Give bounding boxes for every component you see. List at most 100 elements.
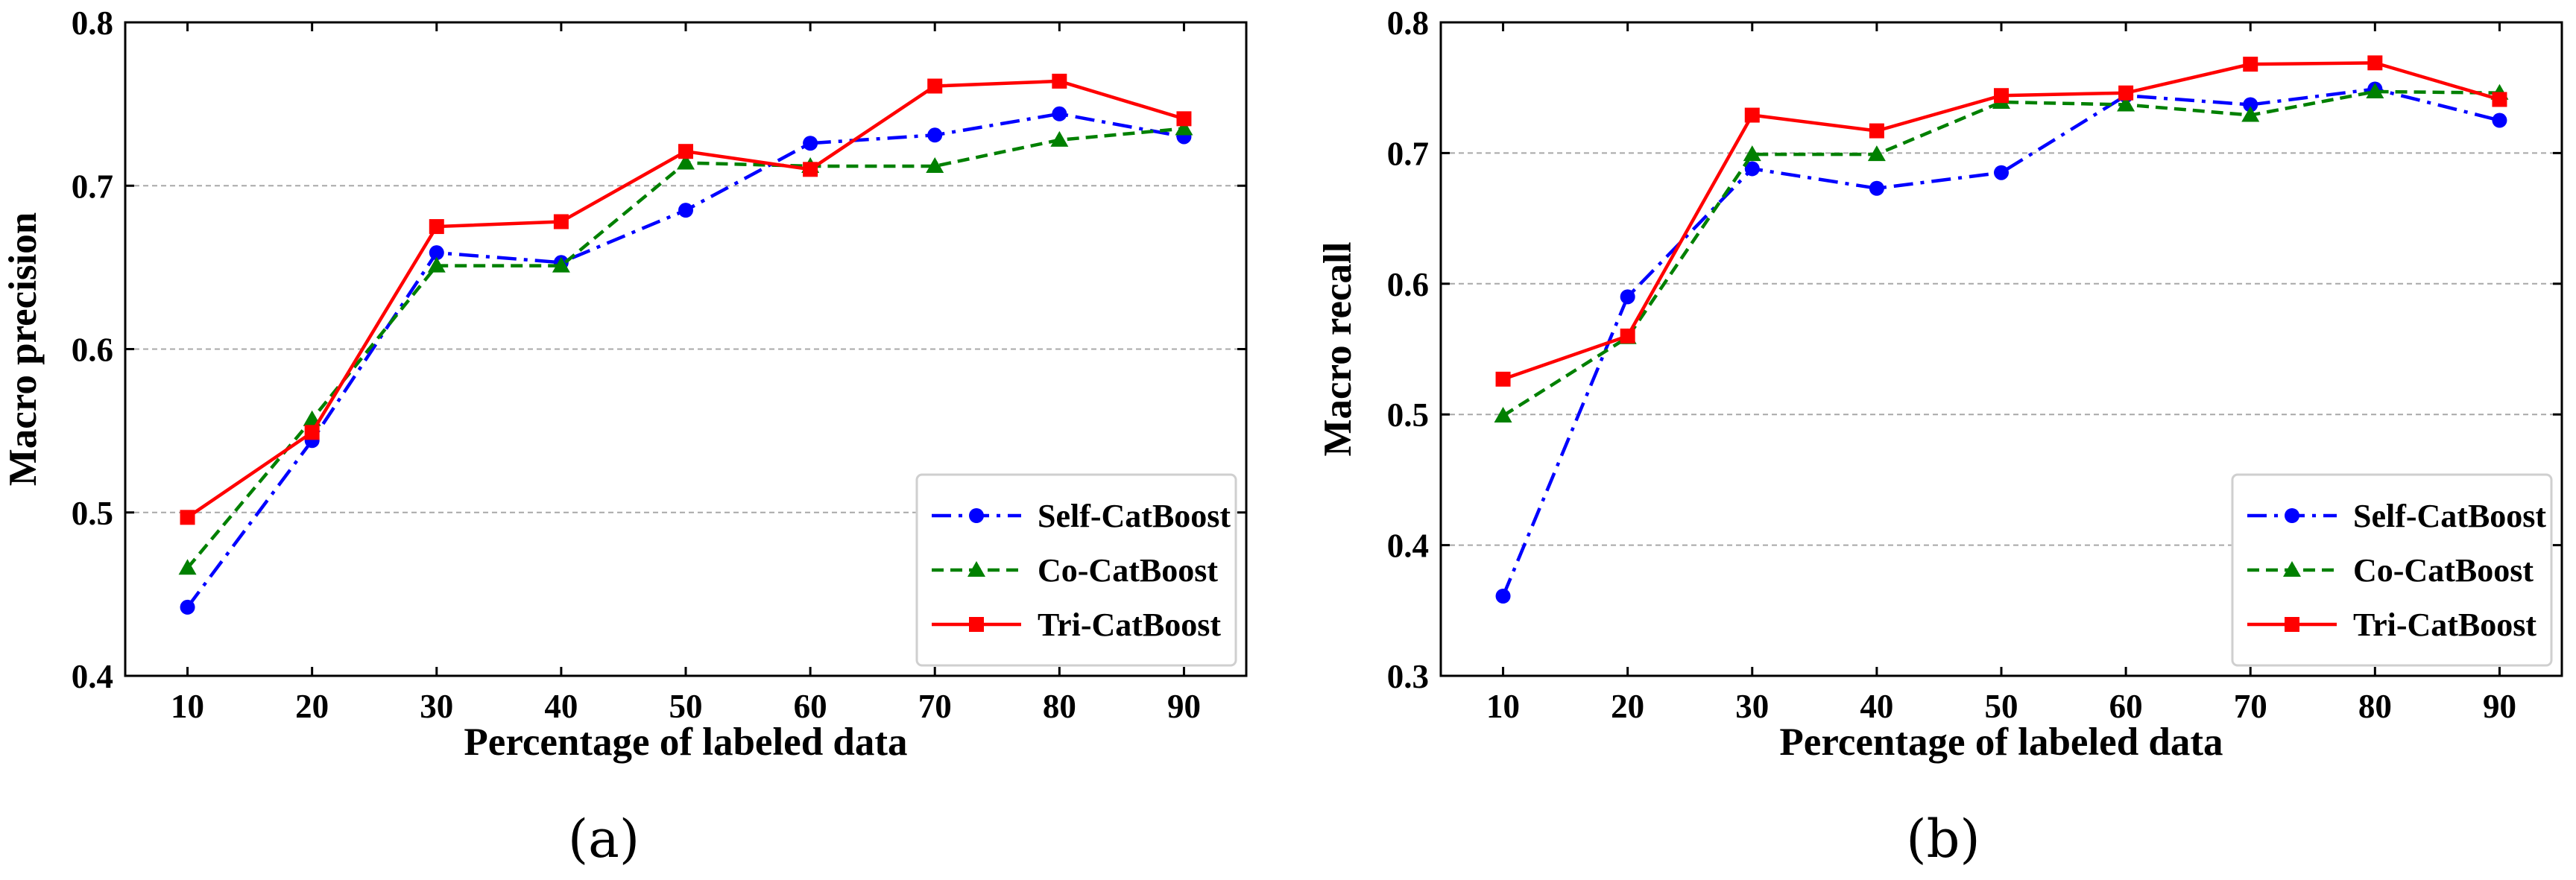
data-point <box>1869 123 1884 139</box>
data-point <box>926 156 944 173</box>
data-point <box>1744 107 1760 123</box>
y-tick-label: 0.5 <box>72 495 113 532</box>
x-tick-label: 70 <box>918 688 952 725</box>
data-point <box>1494 406 1512 422</box>
legend-marker <box>967 561 985 577</box>
x-axis-title: Percentage of labeled data <box>1779 721 2223 764</box>
data-point <box>1994 165 2009 180</box>
data-point <box>552 256 570 273</box>
data-point <box>429 219 444 235</box>
x-tick-label: 20 <box>1611 688 1644 725</box>
data-point <box>429 245 444 261</box>
x-tick-label: 30 <box>420 688 453 725</box>
y-tick-label: 0.8 <box>72 4 113 42</box>
series-line <box>1501 87 2500 597</box>
data-point <box>1743 145 1761 162</box>
data-point <box>178 559 197 575</box>
x-axis-title: Percentage of labeled data <box>464 721 907 764</box>
legend-marker <box>969 617 984 632</box>
y-tick-label: 0.6 <box>72 332 113 369</box>
data-point <box>2118 85 2134 101</box>
figure-caption: (a) <box>568 808 640 870</box>
data-point <box>1620 328 1635 344</box>
x-tick-label: 10 <box>1486 688 1520 725</box>
series-tri-catboost <box>180 73 1192 525</box>
data-point <box>2492 113 2507 128</box>
legend-marker <box>969 508 984 523</box>
data-point <box>927 78 943 94</box>
legend: Self-CatBoost Co-CatBoost Tri-CatBoost <box>2231 473 2553 667</box>
x-tick-label: 60 <box>2109 688 2143 725</box>
data-point <box>1867 145 1886 162</box>
data-point <box>180 599 195 615</box>
x-tick-label: 30 <box>1735 688 1769 725</box>
legend-box <box>915 473 1237 667</box>
y-tick-label: 0.7 <box>1387 135 1429 172</box>
data-point <box>1994 88 2009 104</box>
legend-label: Self-CatBoost <box>1038 498 1231 534</box>
legend-label: Co-CatBoost <box>1038 552 1218 589</box>
data-point <box>1620 289 1635 305</box>
data-point <box>677 153 695 170</box>
data-point <box>1495 371 1511 387</box>
data-point <box>803 162 818 177</box>
x-tick-label: 90 <box>1167 688 1201 725</box>
legend-label: Tri-CatBoost <box>1038 607 1221 643</box>
data-point <box>1176 111 1192 127</box>
legend-box <box>2231 473 2553 667</box>
data-point <box>2243 57 2258 72</box>
data-point <box>1175 119 1193 136</box>
data-point <box>2367 55 2383 71</box>
x-tick-label: 20 <box>295 688 329 725</box>
data-point <box>927 127 943 143</box>
y-tick-label: 0.4 <box>72 658 113 695</box>
y-axis-title: Macro recall <box>1316 242 1360 457</box>
x-tick-label: 80 <box>2358 688 2392 725</box>
x-tick-label: 50 <box>669 688 703 725</box>
y-tick-label: 0.7 <box>72 168 113 205</box>
data-point <box>803 136 818 151</box>
legend-marker <box>2283 561 2301 577</box>
data-point <box>2492 92 2507 107</box>
figure-caption: (b) <box>1906 808 1980 870</box>
data-point <box>2366 82 2384 98</box>
data-point <box>304 425 320 440</box>
axes-frame <box>124 21 1248 677</box>
y-tick-label: 0.4 <box>1387 528 1429 565</box>
data-point <box>678 203 693 218</box>
data-point <box>1052 106 1067 121</box>
legend: Self-CatBoost Co-CatBoost Tri-CatBoost <box>915 473 1237 667</box>
legend-label: Co-CatBoost <box>2353 552 2534 589</box>
data-point <box>2117 95 2135 112</box>
legend-label: Tri-CatBoost <box>2353 607 2536 643</box>
legend-marker <box>2285 508 2299 523</box>
chart-panel-a: 0.4 0.5 0.6 0.7 0.8 10 20 30 40 50 60 70 80 90 Self-Ca… <box>1 4 1248 870</box>
x-tick-label: 90 <box>2483 688 2516 725</box>
x-tick-label: 60 <box>794 688 827 725</box>
x-tick-label: 40 <box>1860 688 1893 725</box>
x-tick-label: 70 <box>2234 688 2267 725</box>
data-point <box>2241 106 2260 122</box>
data-point <box>1052 73 1067 89</box>
y-tick-label: 0.5 <box>1387 396 1429 434</box>
data-point <box>427 256 446 273</box>
data-point <box>1495 589 1511 604</box>
x-tick-label: 50 <box>1985 688 2018 725</box>
legend-marker <box>2285 617 2299 632</box>
data-point <box>1744 161 1760 177</box>
axes-frame <box>1439 21 2563 677</box>
y-tick-label: 0.8 <box>1387 4 1429 42</box>
y-tick-label: 0.6 <box>1387 266 1429 303</box>
chart-panel-b: 0.3 0.4 0.5 0.6 0.7 0.8 10 20 30 40 50 60 70 80 90 Self… <box>1316 4 2563 870</box>
x-tick-label: 40 <box>544 688 578 725</box>
data-point <box>180 510 195 525</box>
y-axis-title: Macro precision <box>1 212 45 487</box>
data-point <box>678 144 693 159</box>
legend-label: Self-CatBoost <box>2353 498 2546 534</box>
series-tri-catboost <box>1495 55 2507 387</box>
y-tick-label: 0.3 <box>1387 658 1429 695</box>
data-point <box>553 214 569 230</box>
x-tick-label: 80 <box>1043 688 1076 725</box>
data-point <box>1050 130 1069 147</box>
